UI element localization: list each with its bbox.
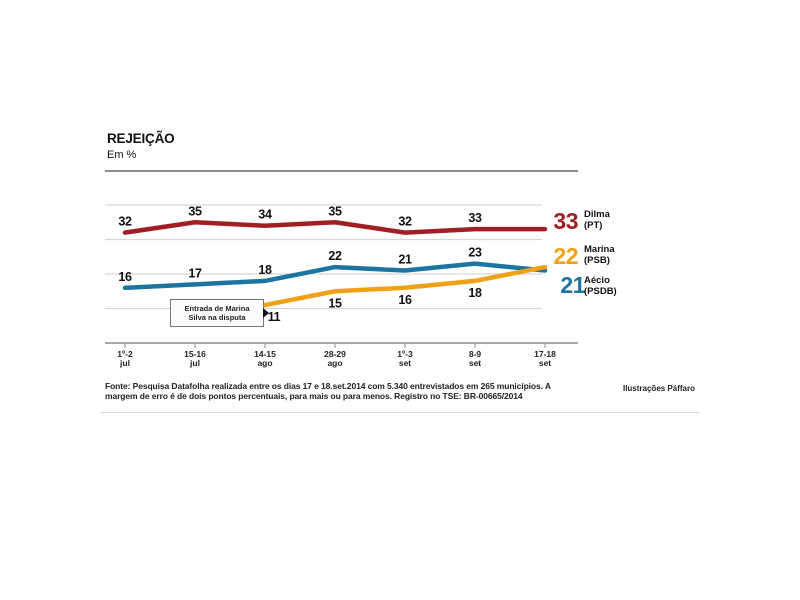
x-tick-label-month: jul bbox=[119, 358, 130, 368]
marina-party: (PSB) bbox=[584, 254, 610, 266]
marina-name: Marina bbox=[584, 244, 615, 255]
x-tick-label-days: 15-16 bbox=[184, 349, 206, 359]
point-label: 17 bbox=[188, 266, 202, 280]
header-rule bbox=[105, 170, 578, 172]
aecio-party: (PSDB) bbox=[584, 285, 617, 297]
x-tick-label-month: set bbox=[399, 358, 411, 368]
point-label: 23 bbox=[468, 246, 482, 260]
chart-subtitle: Em % bbox=[107, 149, 137, 161]
point-label: 18 bbox=[468, 286, 482, 300]
point-label: 33 bbox=[468, 211, 482, 225]
point-label: 21 bbox=[398, 253, 412, 267]
point-label: 15 bbox=[328, 296, 342, 310]
x-tick-label-month: set bbox=[469, 358, 481, 368]
dilma-name: Dilma bbox=[584, 209, 610, 220]
aecio-legend-label: Aécio (PSDB) bbox=[584, 275, 617, 297]
callout-arrow-icon bbox=[263, 308, 269, 318]
x-tick-label-month: set bbox=[539, 358, 551, 368]
dilma-legend-label: Dilma (PT) bbox=[584, 209, 610, 231]
point-label: 18 bbox=[258, 263, 272, 277]
series-line-2 bbox=[122, 261, 548, 291]
chart-title: REJEIÇÃO bbox=[107, 131, 175, 146]
x-tick-label-days: 17-18 bbox=[534, 349, 556, 359]
x-tick-label-days: 14-15 bbox=[254, 349, 276, 359]
marina-final-value: 22 bbox=[553, 243, 578, 269]
callout-line-1: Entrada de Marina bbox=[184, 304, 250, 313]
aecio-final-value: 21 bbox=[560, 272, 585, 298]
dilma-final-value: 33 bbox=[553, 208, 578, 234]
marina-entry-callout: Entrada de Marina Silva na disputa bbox=[170, 299, 269, 327]
marina-legend-label: Marina (PSB) bbox=[584, 244, 615, 266]
point-label: 16 bbox=[118, 270, 132, 284]
series-line-1 bbox=[262, 264, 548, 308]
series-line-0 bbox=[122, 220, 548, 235]
dilma-party: (PT) bbox=[584, 219, 603, 231]
x-tick-label-days: 1º-2 bbox=[117, 349, 133, 359]
callout-line-2: Silva na disputa bbox=[188, 313, 246, 322]
bottom-rule bbox=[100, 412, 700, 413]
point-label: 35 bbox=[328, 204, 342, 218]
source-note: Fonte: Pesquisa Datafolha realizada entr… bbox=[105, 381, 551, 401]
aecio-name: Aécio bbox=[584, 275, 610, 286]
point-label: 35 bbox=[188, 204, 202, 218]
point-label: 32 bbox=[118, 215, 132, 229]
point-label: 32 bbox=[398, 215, 412, 229]
point-label: 11 bbox=[268, 310, 281, 324]
point-label: 16 bbox=[398, 293, 412, 307]
point-label: 34 bbox=[258, 208, 272, 222]
x-tick-label-days: 8-9 bbox=[469, 349, 482, 359]
x-tick-label-month: ago bbox=[327, 358, 342, 368]
x-tick-label-days: 28-29 bbox=[324, 349, 346, 359]
point-label: 22 bbox=[328, 249, 342, 263]
illustration-credit: Ilustrações Páffaro bbox=[622, 384, 695, 393]
x-tick-label-month: jul bbox=[189, 358, 200, 368]
x-tick-label-days: 1º-3 bbox=[397, 349, 413, 359]
x-tick-label-month: ago bbox=[257, 358, 272, 368]
